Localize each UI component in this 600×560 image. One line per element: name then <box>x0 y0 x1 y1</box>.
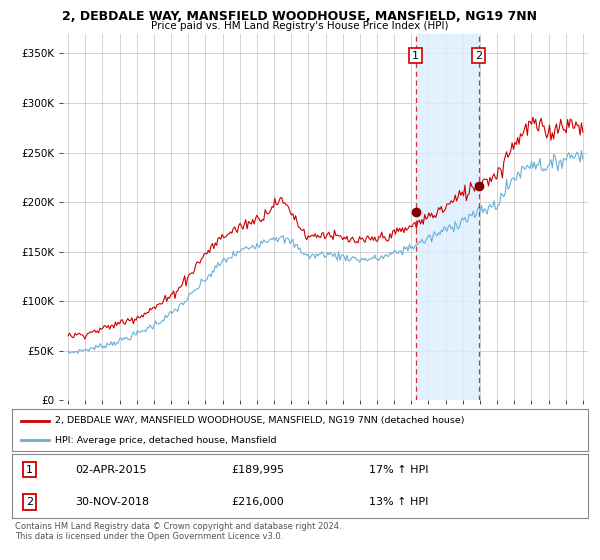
Text: 2: 2 <box>475 50 482 60</box>
Text: 2, DEBDALE WAY, MANSFIELD WOODHOUSE, MANSFIELD, NG19 7NN: 2, DEBDALE WAY, MANSFIELD WOODHOUSE, MAN… <box>62 10 538 23</box>
Text: 02-APR-2015: 02-APR-2015 <box>76 465 147 475</box>
Text: 2, DEBDALE WAY, MANSFIELD WOODHOUSE, MANSFIELD, NG19 7NN (detached house): 2, DEBDALE WAY, MANSFIELD WOODHOUSE, MAN… <box>55 416 465 425</box>
Text: 13% ↑ HPI: 13% ↑ HPI <box>369 497 428 507</box>
Text: 17% ↑ HPI: 17% ↑ HPI <box>369 465 428 475</box>
Text: 2: 2 <box>26 497 33 507</box>
Text: £189,995: £189,995 <box>231 465 284 475</box>
Text: 1: 1 <box>26 465 33 475</box>
Bar <box>416 34 479 400</box>
Text: £216,000: £216,000 <box>231 497 284 507</box>
Text: 1: 1 <box>412 50 419 60</box>
Text: Price paid vs. HM Land Registry's House Price Index (HPI): Price paid vs. HM Land Registry's House … <box>151 21 449 31</box>
Text: HPI: Average price, detached house, Mansfield: HPI: Average price, detached house, Mans… <box>55 436 277 445</box>
Text: Contains HM Land Registry data © Crown copyright and database right 2024.
This d: Contains HM Land Registry data © Crown c… <box>15 522 341 542</box>
Text: 30-NOV-2018: 30-NOV-2018 <box>76 497 149 507</box>
